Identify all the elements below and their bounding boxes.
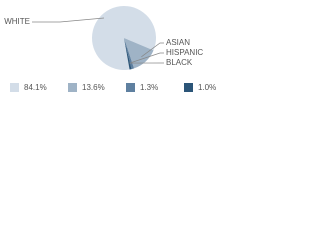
slice-label: BLACK <box>166 58 193 67</box>
pie-slice <box>124 38 154 69</box>
leader-line <box>32 17 105 23</box>
leader-line <box>141 42 164 58</box>
legend-swatch <box>68 83 77 92</box>
leader-line <box>130 52 164 63</box>
legend-swatch <box>184 83 193 92</box>
slice-label: HISPANIC <box>166 48 203 57</box>
legend-swatch <box>126 83 135 92</box>
slice-label: ASIAN <box>166 38 190 47</box>
legend-label: 13.6% <box>82 83 105 92</box>
legend-label: 1.0% <box>198 83 216 92</box>
legend-label: 1.3% <box>140 83 158 92</box>
pie-slice <box>124 38 135 70</box>
pie-slice <box>91 6 156 70</box>
slice-label: WHITE <box>4 17 30 26</box>
legend-swatch <box>10 83 19 92</box>
legend-label: 84.1% <box>24 83 47 92</box>
pie-slice <box>124 38 132 70</box>
